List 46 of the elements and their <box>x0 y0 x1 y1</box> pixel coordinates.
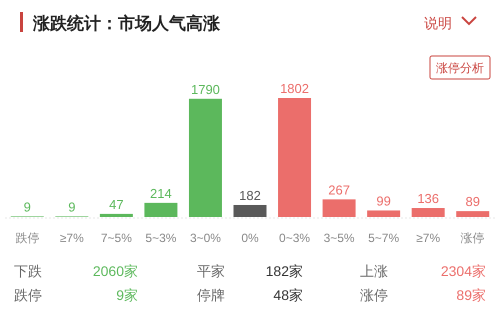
text: 涨停 <box>360 287 388 303</box>
data-label: 47 <box>109 196 124 212</box>
x-tick-label: ≥7% <box>60 231 84 245</box>
text: 下跌 <box>14 263 42 279</box>
x-tick-label: 5~3% <box>145 231 177 245</box>
text: 9家 <box>116 287 138 303</box>
bar <box>412 208 445 217</box>
x-tick-label: 0% <box>241 231 259 245</box>
bar <box>456 211 490 217</box>
x-tick-label: 5~7% <box>368 231 400 245</box>
text: 89家 <box>456 287 486 303</box>
bar <box>188 98 222 217</box>
bar <box>322 199 356 217</box>
data-label: 1790 <box>190 82 220 97</box>
text: 2060家 <box>92 263 138 279</box>
text: 说明 <box>424 15 452 31</box>
text: 跌停 <box>14 287 42 303</box>
data-label: 214 <box>150 186 172 201</box>
bar <box>278 98 312 217</box>
data-label: 99 <box>376 193 391 208</box>
data-label: 136 <box>417 191 440 206</box>
text: 2304家 <box>440 263 486 279</box>
text: 上涨 <box>360 263 388 279</box>
x-tick-label: 3~5% <box>324 231 355 245</box>
text: 48家 <box>273 287 303 303</box>
text: 停牌 <box>197 287 225 303</box>
x-tick-label: 跌停 <box>15 231 40 245</box>
data-label: 9 <box>68 199 76 214</box>
x-tick-label: 7~5% <box>100 231 132 245</box>
x-tick-label: ≥7% <box>416 231 440 245</box>
data-label: 182 <box>239 188 261 203</box>
x-tick-label: 涨停 <box>460 231 485 245</box>
text: 涨停分析 <box>436 61 484 75</box>
data-label: 89 <box>465 194 480 210</box>
x-tick-label: 3~0% <box>190 231 222 245</box>
x-tick-label: 0~3% <box>279 231 310 245</box>
bar <box>144 202 178 217</box>
text: 182家 <box>266 263 303 279</box>
data-label: 9 <box>24 199 31 214</box>
text: 平家 <box>197 263 225 279</box>
data-label: 1802 <box>280 81 310 96</box>
bar <box>367 210 400 217</box>
bar <box>100 214 133 217</box>
bar <box>234 204 266 217</box>
chart-title: 涨跌统计：市场人气高涨 <box>32 14 221 33</box>
data-label: 267 <box>328 182 350 198</box>
